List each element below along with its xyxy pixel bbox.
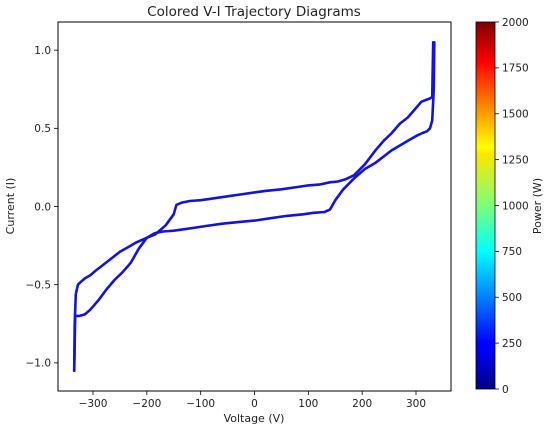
y-tick-label: 1.0 [34, 45, 51, 57]
colorbar-tick-label: 1500 [502, 109, 529, 121]
colorbar-tick-label: 500 [502, 292, 522, 304]
y-axis: −1.0 −0.5 0.0 0.5 1.0 [26, 45, 58, 370]
y-tick-label: −0.5 [26, 279, 52, 291]
colorbar [475, 21, 496, 390]
chart-title: Colored V-I Trajectory Diagrams [147, 4, 361, 20]
series-layer [72, 41, 436, 372]
x-axis-label: Voltage (V) [224, 412, 285, 425]
colorbar-tick-label: 2000 [502, 17, 529, 29]
y-axis-label: Current (I) [4, 178, 17, 235]
colorbar-tick-label: 1000 [502, 200, 529, 212]
colorbar-tick-label: 1250 [502, 154, 529, 166]
y-tick-label: −1.0 [26, 358, 52, 370]
y-tick-label: 0.5 [34, 123, 51, 135]
x-tick-label: 300 [406, 398, 426, 410]
x-tick-label: 200 [352, 398, 372, 410]
x-tick-label: −200 [132, 398, 161, 410]
x-tick-label: −300 [79, 398, 108, 410]
x-axis: −300 −200 −100 0 100 200 300 [79, 391, 426, 410]
x-tick-label: 0 [251, 398, 258, 410]
x-tick-label: −100 [186, 398, 215, 410]
trajectory-series-1 [72, 41, 435, 372]
x-tick-label: 100 [298, 398, 318, 410]
colorbar-tick-label: 1750 [502, 63, 529, 75]
colorbar-tick-label: 250 [502, 338, 522, 350]
plot-frame [57, 21, 452, 392]
colorbar-tick-label: 0 [502, 384, 509, 396]
trajectory-series-2 [72, 41, 436, 372]
y-tick-label: 0.0 [34, 201, 51, 213]
colorbar-tick-label: 750 [502, 246, 522, 258]
colorbar-axis: 0 250 500 750 1000 1250 1500 1750 2000 [495, 17, 529, 396]
colorbar-label: Power (W) [531, 178, 544, 234]
